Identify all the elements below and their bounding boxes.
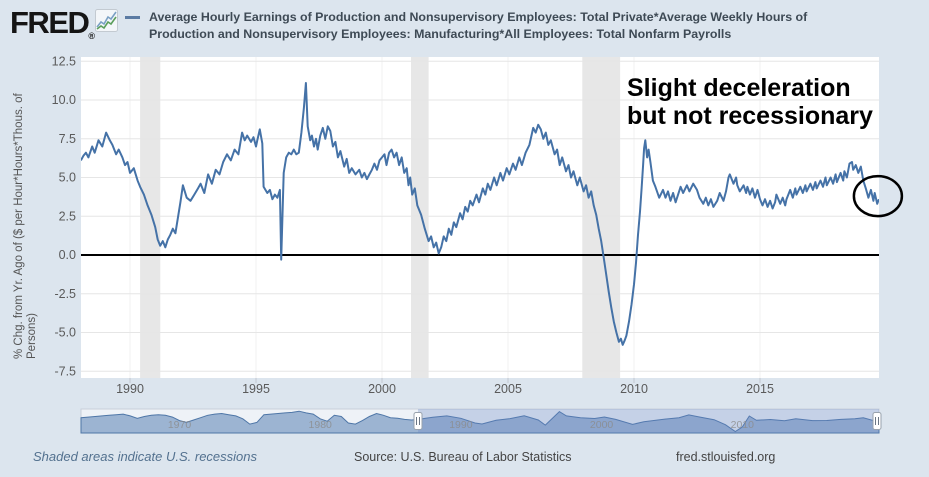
series-title-line1: Average Hourly Earnings of Production an… xyxy=(149,10,808,24)
navigator-year-label: 1970 xyxy=(168,419,192,431)
nav-handle-left[interactable] xyxy=(413,412,423,430)
plot-background xyxy=(81,57,879,378)
chart-legend: Average Hourly Earnings of Production an… xyxy=(125,9,807,43)
y-tick-label: 2.5 xyxy=(59,209,76,223)
navigator-year-label: 1990 xyxy=(449,419,473,431)
x-tick-label: 2015 xyxy=(746,382,774,396)
y-tick-label: -2.5 xyxy=(54,287,76,301)
series-title-line2: Production and Nonsupervisory Employees:… xyxy=(149,27,732,41)
y-tick-label: 0.0 xyxy=(59,248,76,262)
navigator-selected-mask xyxy=(418,409,879,433)
fred-logo: FRED® xyxy=(10,5,96,41)
x-tick-label: 1995 xyxy=(242,382,270,396)
navigator-year-label: 1980 xyxy=(309,419,333,431)
recession-band xyxy=(140,57,161,378)
y-tick-label: 12.5 xyxy=(52,54,76,68)
y-tick-label: -7.5 xyxy=(54,364,76,378)
x-tick-label: 1990 xyxy=(116,382,144,396)
recession-band xyxy=(411,57,429,378)
y-tick-label: 7.5 xyxy=(59,132,76,146)
recession-band xyxy=(582,57,621,378)
fred-url-link[interactable]: fred.stlouisfed.org xyxy=(676,450,776,464)
x-tick-label: 2005 xyxy=(494,382,522,396)
y-tick-label: 10.0 xyxy=(52,93,76,107)
source-text: Source: U.S. Bureau of Labor Statistics xyxy=(354,450,572,464)
registered-mark: ® xyxy=(88,31,96,41)
recession-note-link[interactable]: Shaded areas indicate U.S. recessions xyxy=(33,449,258,464)
y-tick-label: -5.0 xyxy=(54,326,76,340)
series-legend-dash xyxy=(125,16,140,19)
navigator-year-label: 2010 xyxy=(731,419,755,431)
x-tick-label: 2000 xyxy=(368,382,396,396)
x-tick-label: 2010 xyxy=(620,382,648,396)
navigator-year-label: 2000 xyxy=(590,419,614,431)
series-line xyxy=(81,82,879,346)
annotation-circle xyxy=(852,174,904,218)
fred-logo-chart-icon xyxy=(95,9,118,32)
nav-handle-right[interactable] xyxy=(872,412,882,430)
series-legend-label[interactable]: Average Hourly Earnings of Production an… xyxy=(149,9,807,43)
annotation-text: Slight deceleration but not recessionary xyxy=(627,74,873,130)
navigator-area xyxy=(80,410,880,434)
y-tick-label: 5.0 xyxy=(59,171,76,185)
